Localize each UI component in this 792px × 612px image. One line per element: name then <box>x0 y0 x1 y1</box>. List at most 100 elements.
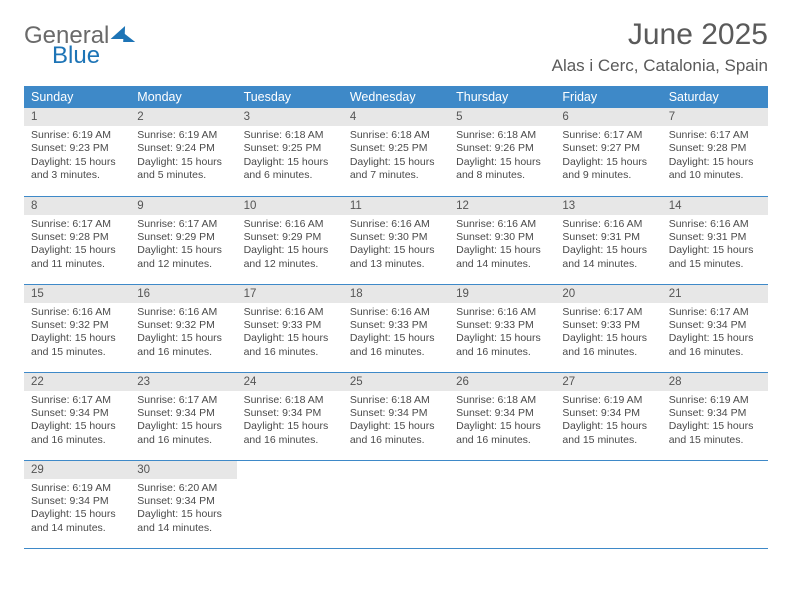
daylight-line: Daylight: 15 hours and 14 minutes. <box>137 508 222 533</box>
day-number: 30 <box>130 461 236 479</box>
sunset-line: Sunset: 9:34 PM <box>31 407 109 419</box>
sunset-line: Sunset: 9:34 PM <box>137 495 215 507</box>
daylight-line: Daylight: 15 hours and 12 minutes. <box>137 244 222 269</box>
sunset-line: Sunset: 9:34 PM <box>350 407 428 419</box>
day-details: Sunrise: 6:16 AMSunset: 9:30 PMDaylight:… <box>343 215 449 276</box>
logo-triangle2-icon <box>118 33 136 42</box>
day-details: Sunrise: 6:16 AMSunset: 9:33 PMDaylight:… <box>343 303 449 364</box>
sunset-line: Sunset: 9:26 PM <box>456 142 534 154</box>
sunrise-line: Sunrise: 6:18 AM <box>244 394 324 406</box>
day-number: 7 <box>662 108 768 126</box>
calendar-cell: 18Sunrise: 6:16 AMSunset: 9:33 PMDayligh… <box>343 284 449 372</box>
day-details: Sunrise: 6:17 AMSunset: 9:34 PMDaylight:… <box>130 391 236 452</box>
weekday-header: Saturday <box>662 86 768 108</box>
sunset-line: Sunset: 9:24 PM <box>137 142 215 154</box>
sunset-line: Sunset: 9:34 PM <box>31 495 109 507</box>
day-number: 24 <box>237 373 343 391</box>
day-details: Sunrise: 6:18 AMSunset: 9:34 PMDaylight:… <box>237 391 343 452</box>
daylight-line: Daylight: 15 hours and 16 minutes. <box>456 420 541 445</box>
sunrise-line: Sunrise: 6:17 AM <box>31 394 111 406</box>
calendar-cell: 15Sunrise: 6:16 AMSunset: 9:32 PMDayligh… <box>24 284 130 372</box>
sunset-line: Sunset: 9:30 PM <box>456 231 534 243</box>
sunrise-line: Sunrise: 6:16 AM <box>456 218 536 230</box>
daylight-line: Daylight: 15 hours and 16 minutes. <box>137 420 222 445</box>
daylight-line: Daylight: 15 hours and 16 minutes. <box>137 332 222 357</box>
sunset-line: Sunset: 9:32 PM <box>31 319 109 331</box>
month-title: June 2025 <box>552 18 768 52</box>
day-details: Sunrise: 6:16 AMSunset: 9:33 PMDaylight:… <box>449 303 555 364</box>
calendar-cell: 5Sunrise: 6:18 AMSunset: 9:26 PMDaylight… <box>449 108 555 196</box>
sunrise-line: Sunrise: 6:19 AM <box>137 129 217 141</box>
calendar-cell: 27Sunrise: 6:19 AMSunset: 9:34 PMDayligh… <box>555 372 661 460</box>
day-details: Sunrise: 6:17 AMSunset: 9:28 PMDaylight:… <box>24 215 130 276</box>
calendar-cell: 16Sunrise: 6:16 AMSunset: 9:32 PMDayligh… <box>130 284 236 372</box>
calendar-row: 1Sunrise: 6:19 AMSunset: 9:23 PMDaylight… <box>24 108 768 196</box>
sunrise-line: Sunrise: 6:16 AM <box>137 306 217 318</box>
calendar-cell: 28 Sunrise: 6:19 AMSunset: 9:34 PMDayligh… <box>662 372 768 460</box>
calendar-cell: 13Sunrise: 6:16 AMSunset: 9:31 PMDayligh… <box>555 196 661 284</box>
daylight-line: Daylight: 15 hours and 11 minutes. <box>31 244 116 269</box>
sunset-line: Sunset: 9:29 PM <box>137 231 215 243</box>
day-number: 28 <box>662 373 768 391</box>
day-number: 23 <box>130 373 236 391</box>
daylight-line: Daylight: 15 hours and 10 minutes. <box>669 156 754 181</box>
day-number: 29 <box>24 461 130 479</box>
day-number: 8 <box>24 197 130 215</box>
calendar-cell: 26Sunrise: 6:18 AMSunset: 9:34 PMDayligh… <box>449 372 555 460</box>
day-details: Sunrise: 6:16 AMSunset: 9:31 PMDaylight:… <box>555 215 661 276</box>
sunset-line: Sunset: 9:33 PM <box>244 319 322 331</box>
daylight-line: Daylight: 15 hours and 16 minutes. <box>244 420 329 445</box>
sunrise-line: Sunrise: 6:16 AM <box>244 218 324 230</box>
calendar-cell <box>343 460 449 548</box>
day-number: 1 <box>24 108 130 126</box>
calendar-row: 22Sunrise: 6:17 AMSunset: 9:34 PMDayligh… <box>24 372 768 460</box>
daylight-line: Daylight: 15 hours and 15 minutes. <box>562 420 647 445</box>
day-number: 21 <box>662 285 768 303</box>
daylight-line: Daylight: 15 hours and 15 minutes. <box>31 332 116 357</box>
sunrise-line: Sunrise: 6:17 AM <box>137 218 217 230</box>
day-details: Sunrise: 6:18 AMSunset: 9:26 PMDaylight:… <box>449 126 555 187</box>
sunrise-line: Sunrise: 6:18 AM <box>244 129 324 141</box>
daylight-line: Daylight: 15 hours and 13 minutes. <box>350 244 435 269</box>
sunset-line: Sunset: 9:34 PM <box>562 407 640 419</box>
sunrise-line: Sunrise: 6:19 AM <box>669 394 749 406</box>
day-number: 10 <box>237 197 343 215</box>
sunset-line: Sunset: 9:32 PM <box>137 319 215 331</box>
day-number: 13 <box>555 197 661 215</box>
day-number: 2 <box>130 108 236 126</box>
calendar-row: 15Sunrise: 6:16 AMSunset: 9:32 PMDayligh… <box>24 284 768 372</box>
sunset-line: Sunset: 9:34 PM <box>669 407 747 419</box>
daylight-line: Daylight: 15 hours and 14 minutes. <box>31 508 116 533</box>
sunrise-line: Sunrise: 6:16 AM <box>31 306 111 318</box>
calendar-cell: 29Sunrise: 6:19 AMSunset: 9:34 PMDayligh… <box>24 460 130 548</box>
day-number: 4 <box>343 108 449 126</box>
sunrise-line: Sunrise: 6:16 AM <box>350 306 430 318</box>
sunrise-line: Sunrise: 6:16 AM <box>244 306 324 318</box>
daylight-line: Daylight: 15 hours and 16 minutes. <box>456 332 541 357</box>
sunrise-line: Sunrise: 6:18 AM <box>350 394 430 406</box>
calendar-cell: 9Sunrise: 6:17 AMSunset: 9:29 PMDaylight… <box>130 196 236 284</box>
day-number: 20 <box>555 285 661 303</box>
weekday-header: Friday <box>555 86 661 108</box>
sunset-line: Sunset: 9:34 PM <box>244 407 322 419</box>
calendar-cell: 10Sunrise: 6:16 AMSunset: 9:29 PMDayligh… <box>237 196 343 284</box>
calendar-cell: 24Sunrise: 6:18 AMSunset: 9:34 PMDayligh… <box>237 372 343 460</box>
calendar-cell: 25Sunrise: 6:18 AMSunset: 9:34 PMDayligh… <box>343 372 449 460</box>
sunset-line: Sunset: 9:31 PM <box>669 231 747 243</box>
daylight-line: Daylight: 15 hours and 15 minutes. <box>669 420 754 445</box>
sunrise-line: Sunrise: 6:16 AM <box>350 218 430 230</box>
sunset-line: Sunset: 9:28 PM <box>31 231 109 243</box>
day-details: Sunrise: 6:17 AMSunset: 9:29 PMDaylight:… <box>130 215 236 276</box>
day-details: Sunrise: 6:16 AMSunset: 9:32 PMDaylight:… <box>130 303 236 364</box>
calendar-cell: 20Sunrise: 6:17 AMSunset: 9:33 PMDayligh… <box>555 284 661 372</box>
sunset-line: Sunset: 9:25 PM <box>244 142 322 154</box>
day-number: 9 <box>130 197 236 215</box>
day-details: Sunrise: 6:17 AMSunset: 9:27 PMDaylight:… <box>555 126 661 187</box>
daylight-line: Daylight: 15 hours and 15 minutes. <box>669 244 754 269</box>
calendar-header-row: SundayMondayTuesdayWednesdayThursdayFrid… <box>24 86 768 108</box>
day-details: Sunrise: 6:19 AMSunset: 9:24 PMDaylight:… <box>130 126 236 187</box>
sunrise-line: Sunrise: 6:17 AM <box>137 394 217 406</box>
day-details: Sunrise: 6:19 AMSunset: 9:23 PMDaylight:… <box>24 126 130 187</box>
sunset-line: Sunset: 9:23 PM <box>31 142 109 154</box>
daylight-line: Daylight: 15 hours and 14 minutes. <box>456 244 541 269</box>
